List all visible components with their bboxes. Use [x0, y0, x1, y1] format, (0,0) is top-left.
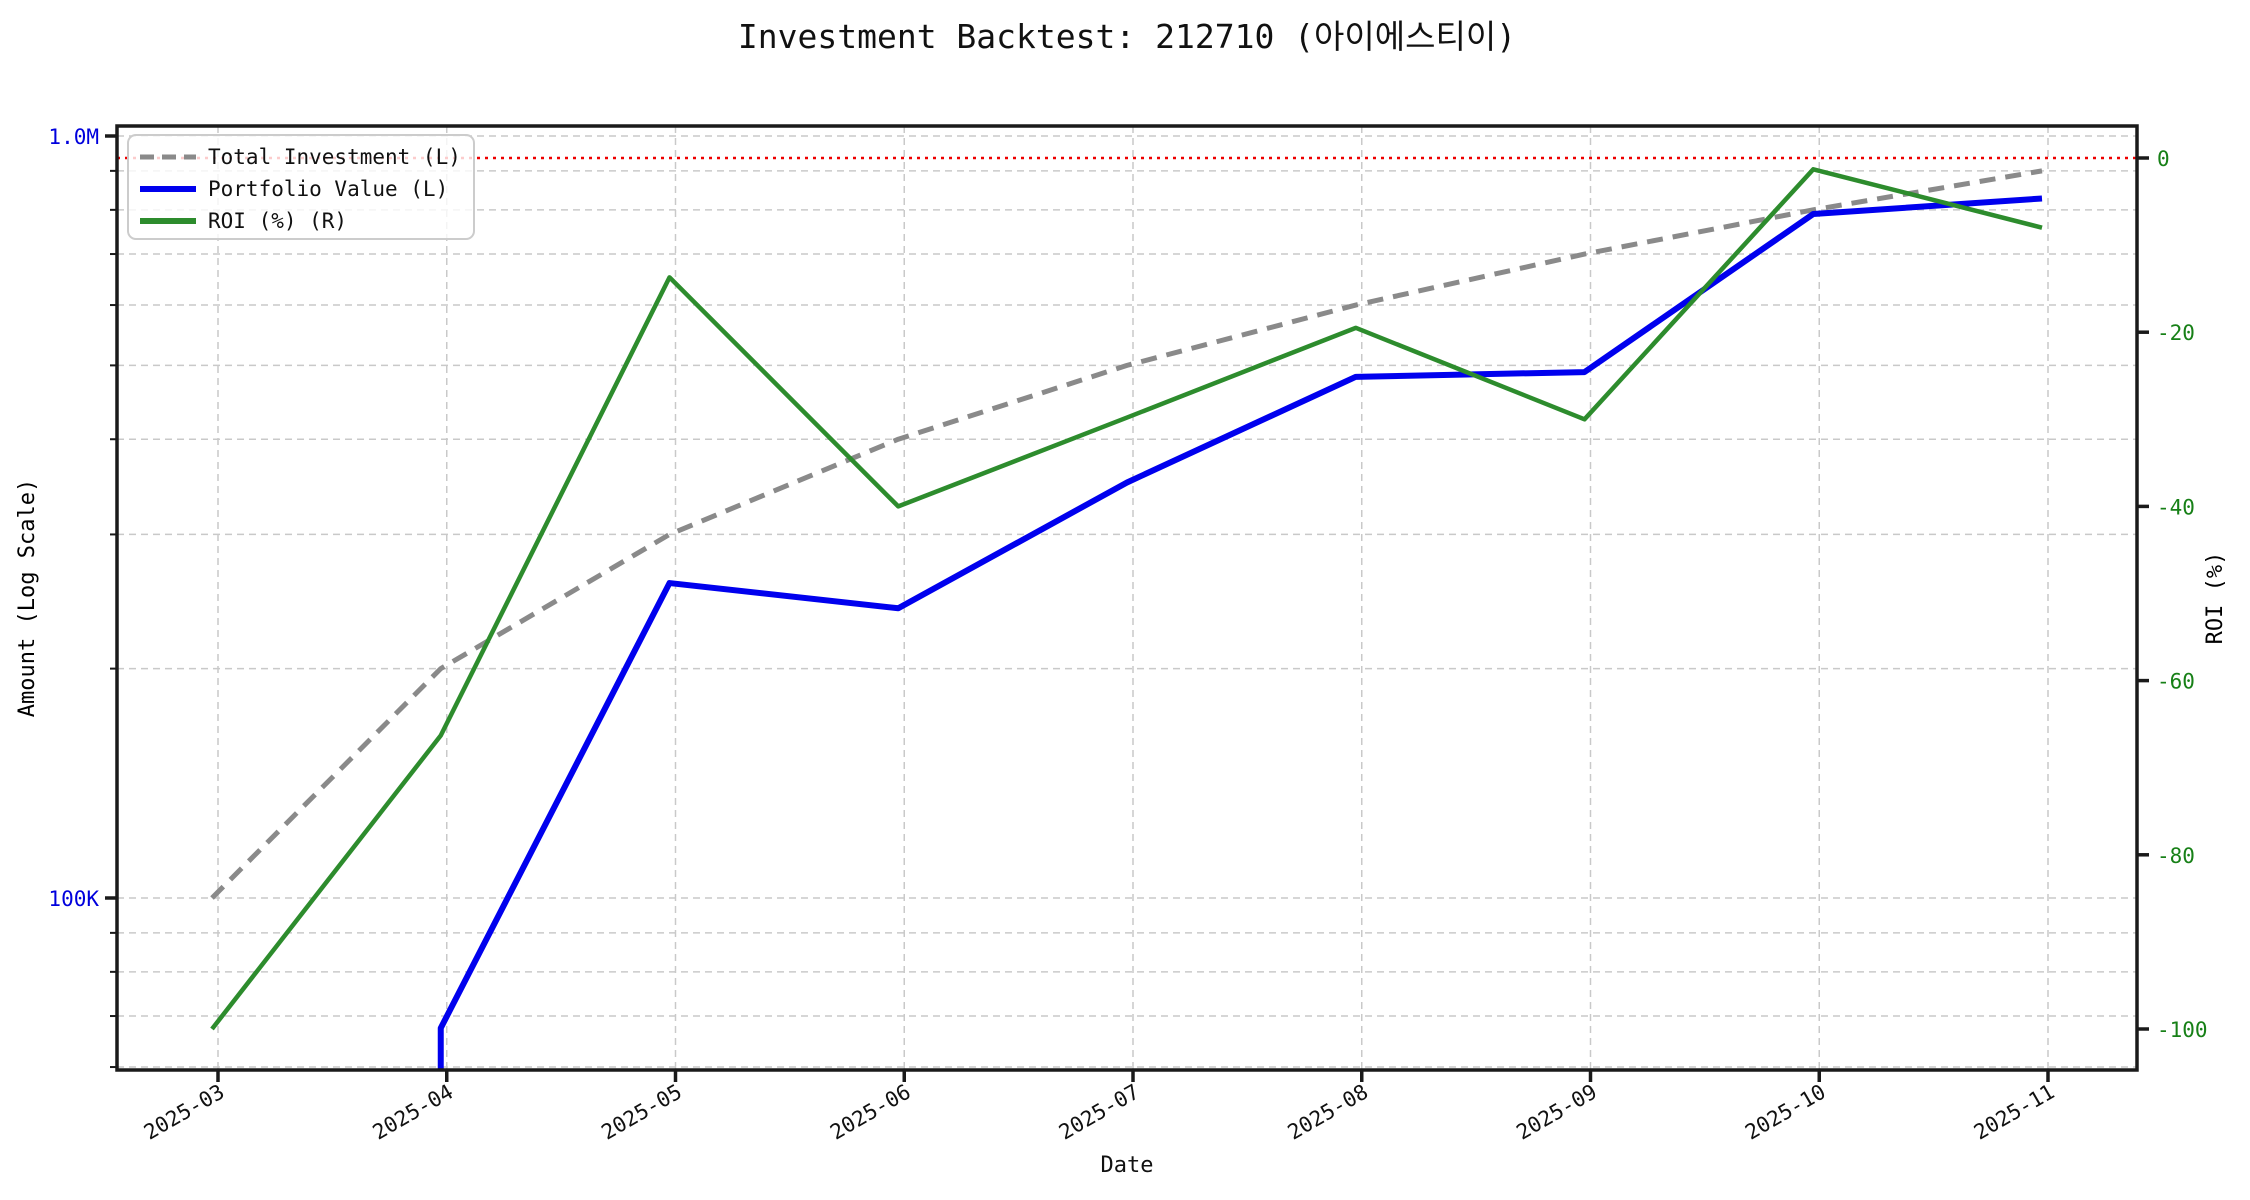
legend-box: [127, 134, 475, 240]
x-tick-label: 2025-05: [597, 1080, 686, 1145]
data-series: [210, 167, 2043, 1070]
right-axis-label: ROI (%): [2203, 552, 2228, 645]
gridlines: [117, 126, 2137, 1070]
x-tick-label: 2025-04: [369, 1080, 458, 1145]
right-tick-label: -60: [2157, 670, 2195, 694]
right-tick-label: -100: [2157, 1018, 2208, 1042]
x-axis-label: Date: [1101, 1153, 1154, 1178]
axes-and-ticks: [105, 124, 2149, 1082]
left-axis-label: Amount (Log Scale): [15, 479, 40, 717]
x-tick-label: 2025-09: [1512, 1080, 1601, 1145]
legend: Total Investment (L) Portfolio Value (L) R…: [127, 134, 475, 240]
right-tick-label: -40: [2157, 495, 2195, 519]
series-total-investment-l-: [210, 168, 2043, 900]
tick-labels: 1.0M 100K 0 -20 -40 -60 -80 -100 2025-03 2025-04 2…: [48, 125, 2207, 1145]
left-tick-label: 1.0M: [48, 125, 99, 149]
x-tick-label: 2025-06: [826, 1080, 915, 1145]
series-roi-r-: [210, 167, 2043, 1031]
chart-title: Investment Backtest: 212710 (아이에스티이): [738, 17, 1516, 56]
legend-label-2: ROI (%) (R): [208, 209, 347, 233]
x-tick-label: 2025-07: [1055, 1080, 1144, 1145]
x-tick-label: 2025-11: [1970, 1080, 2059, 1145]
x-tick-label: 2025-03: [140, 1080, 229, 1145]
right-tick-label: -80: [2157, 844, 2195, 868]
left-tick-label: 100K: [48, 887, 99, 911]
right-tick-label: -20: [2157, 321, 2195, 345]
series-portfolio-value-l-: [437, 195, 2043, 1070]
legend-label-1: Portfolio Value (L): [208, 177, 448, 201]
x-tick-label: 2025-08: [1284, 1080, 1373, 1145]
right-tick-label: 0: [2157, 147, 2170, 171]
legend-label-0: Total Investment (L): [208, 145, 461, 169]
x-tick-label: 2025-10: [1741, 1080, 1830, 1145]
plot-border: [115, 124, 2139, 1072]
